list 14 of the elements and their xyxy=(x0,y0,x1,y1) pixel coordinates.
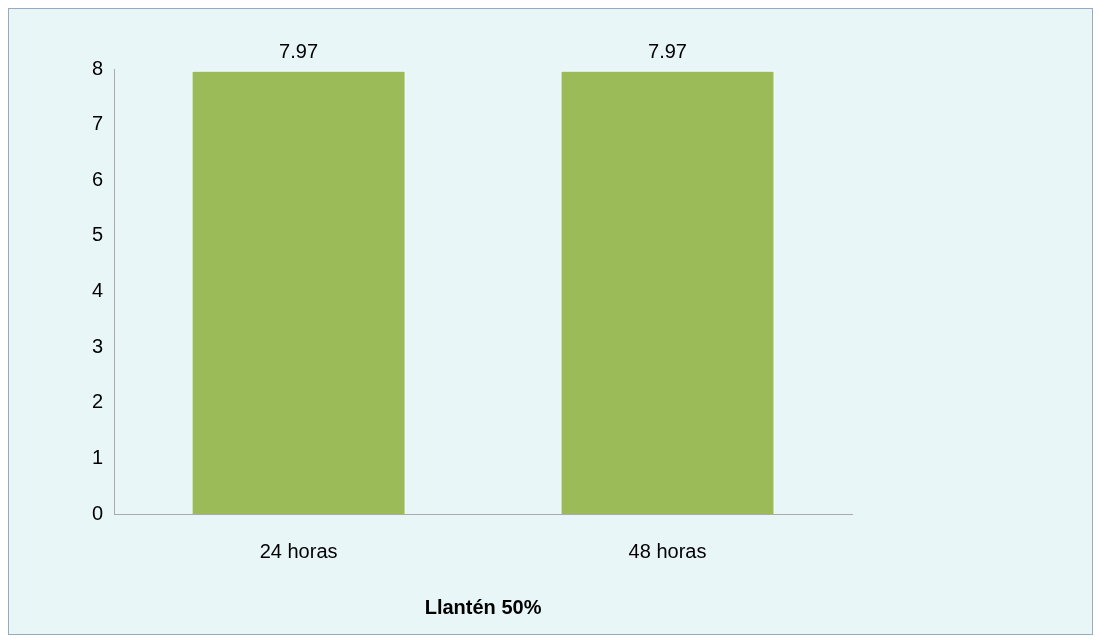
data-label: 7.97 xyxy=(279,40,319,63)
y-tick-label: 2 xyxy=(92,390,104,413)
y-tick-label: 8 xyxy=(92,56,104,79)
y-tick-label: 6 xyxy=(92,167,104,190)
y-tick-label: 4 xyxy=(92,279,104,302)
y-tick-label: 5 xyxy=(92,223,104,246)
data-label: 7.97 xyxy=(648,40,687,63)
y-tick-label: 7 xyxy=(92,112,104,135)
x-axis-title: Llantén 50% xyxy=(424,595,542,618)
x-tick-label: 48 horas xyxy=(628,539,707,562)
y-tick-label: 3 xyxy=(92,334,104,357)
x-tick-label: 24 horas xyxy=(259,539,338,562)
y-tick-label: 1 xyxy=(92,445,104,468)
y-tick-label: 0 xyxy=(92,501,104,524)
